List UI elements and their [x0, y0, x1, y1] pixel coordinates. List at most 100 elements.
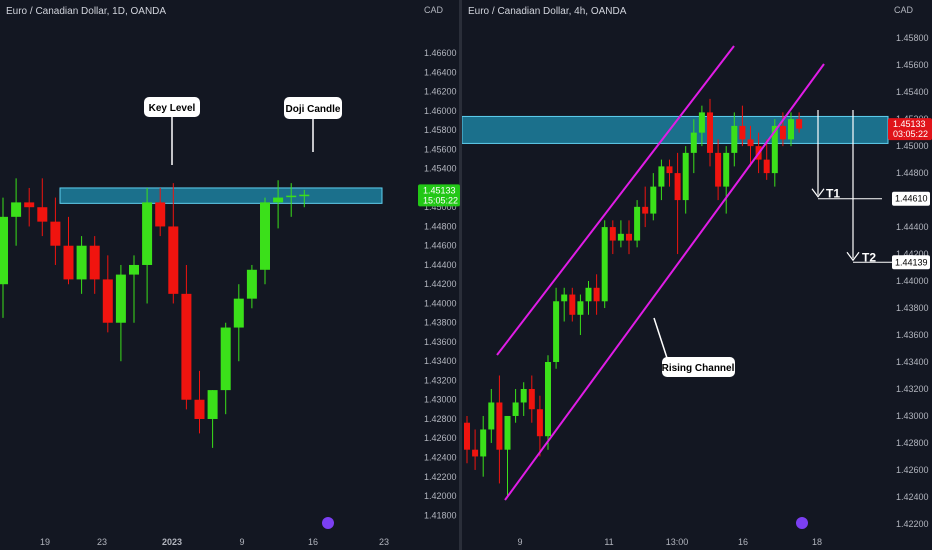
y-tick-label: 1.46200 [424, 87, 457, 97]
y-tick-label: 1.42800 [424, 414, 457, 424]
x-tick-label: 23 [379, 537, 389, 547]
resistance-zone [462, 115, 889, 144]
price-tag-countdown: 15:05:22 [423, 195, 458, 205]
candle-body [11, 202, 22, 217]
y-tick-label: 1.43600 [896, 330, 929, 340]
t2-arrow-head [846, 251, 860, 262]
daily-chart-pane[interactable]: Euro / Canadian Dollar, 1D, OANDA CAD 1.… [0, 0, 460, 550]
currency-label: CAD [894, 5, 914, 15]
candle-body [617, 233, 624, 241]
4h-candlestick-chart[interactable]: 1.458001.456001.454001.452001.450001.448… [462, 0, 932, 550]
candle-body [496, 402, 503, 450]
y-tick-label: 1.45000 [424, 202, 457, 212]
price-tag-value: 1.45133 [893, 119, 926, 129]
x-tick-label: 16 [308, 537, 318, 547]
y-tick-label: 1.44200 [896, 249, 929, 259]
candle-body [464, 422, 470, 450]
candle-body [488, 402, 495, 430]
y-tick-label: 1.42200 [896, 519, 929, 529]
candle-body [569, 294, 576, 315]
y-tick-label: 1.45600 [424, 144, 457, 154]
t1-label: T1 [826, 187, 840, 201]
x-tick-label: 2023 [162, 537, 182, 547]
t1-arrow-head [811, 188, 825, 198]
candle-body [63, 245, 74, 280]
candle-body [181, 293, 192, 400]
candle-body [658, 166, 665, 187]
candle-body [504, 415, 511, 450]
x-tick-label: 13:00 [666, 537, 689, 547]
candle-body [24, 202, 35, 208]
price-tag-countdown: 03:05:22 [893, 129, 928, 139]
candle-body [286, 195, 297, 198]
currency-label: CAD [424, 5, 444, 15]
y-tick-label: 1.43600 [424, 337, 457, 347]
candle-body [37, 207, 48, 222]
price-tag [888, 118, 932, 141]
candle-body [690, 132, 697, 153]
y-tick-label: 1.46000 [424, 106, 457, 116]
candle-body [50, 221, 61, 246]
candle-body [601, 227, 608, 302]
doji-callout [284, 97, 342, 119]
candle-body [715, 152, 722, 187]
daily-candlestick-chart[interactable]: 1.46600 1.46400 1.46200 1.46000 1.45800 1.456… [0, 0, 460, 550]
y-tick-label: 1.45400 [896, 87, 929, 97]
key-level-label: Key Level [149, 103, 196, 114]
candle-body [142, 202, 153, 265]
y-tick-label: 1.44800 [896, 168, 929, 178]
chart-title: Euro / Canadian Dollar, 4h, OANDA [468, 6, 627, 17]
t2-label: T2 [862, 250, 876, 264]
candle-body [102, 279, 113, 323]
y-tick-label: 1.42600 [424, 433, 457, 443]
candle-body [763, 159, 770, 174]
y-tick-label: 1.45800 [424, 125, 457, 135]
channel-pointer [653, 317, 668, 359]
candle-body [788, 119, 794, 140]
candle-body [207, 390, 218, 419]
y-tick-label: 1.41800 [424, 510, 457, 520]
y-tick-label: 1.43800 [896, 303, 929, 313]
candle-body [707, 112, 713, 153]
y-tick-label: 1.44400 [896, 222, 929, 232]
candle-body [168, 226, 179, 294]
y-tick-label: 1.42000 [424, 491, 457, 501]
y-tick-label: 1.44800 [424, 221, 457, 231]
x-tick-label: 11 [604, 537, 613, 547]
candle-body [642, 206, 649, 214]
candle-body [480, 429, 487, 457]
y-tick-label: 1.43800 [424, 318, 457, 328]
4h-chart-pane[interactable]: Euro / Canadian Dollar, 4h, OANDA CAD 1.… [462, 0, 932, 550]
candle-body [553, 301, 560, 362]
y-tick-label: 1.42800 [896, 438, 929, 448]
candle-body [512, 402, 519, 416]
y-tick-label: 1.43200 [896, 384, 929, 394]
price-tag [418, 184, 460, 207]
candle-body [747, 139, 754, 147]
x-tick-label: 19 [40, 537, 50, 547]
candle-body [155, 202, 166, 227]
candle-body [246, 269, 257, 299]
candle-body [577, 301, 584, 315]
candle-body [273, 197, 284, 203]
candle-body [674, 173, 681, 201]
candle-body [536, 409, 543, 437]
candle-body [593, 287, 600, 302]
y-tick-label: 1.42400 [424, 453, 457, 463]
y-tick-label: 1.43400 [424, 356, 457, 366]
candle-body [520, 388, 527, 403]
y-tick-label: 1.42200 [424, 472, 457, 482]
t2-price-value: 1.44139 [895, 257, 928, 267]
y-tick-label: 1.43000 [424, 395, 457, 405]
candle-body [666, 166, 673, 174]
y-tick-label: 1.44000 [896, 276, 929, 286]
y-tick-label: 1.42400 [896, 492, 929, 502]
x-tick-label: 9 [239, 537, 244, 547]
y-tick-label: 1.45800 [896, 33, 929, 43]
candle-body [260, 202, 270, 270]
pane-divider[interactable] [459, 0, 462, 550]
candle-body [779, 125, 786, 140]
candle-body [545, 362, 551, 437]
candle-body [585, 287, 592, 302]
x-tick-label: 23 [97, 537, 107, 547]
